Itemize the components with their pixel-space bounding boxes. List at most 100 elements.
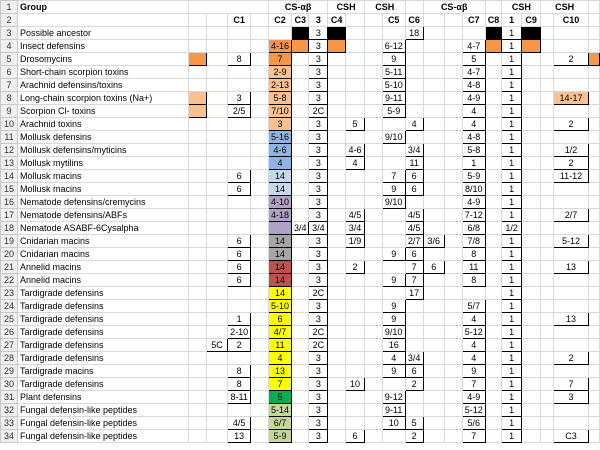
data-cell[interactable] — [381, 208, 406, 222]
data-cell[interactable] — [520, 130, 542, 144]
data-cell[interactable] — [520, 247, 542, 261]
data-cell[interactable] — [484, 104, 503, 118]
data-cell[interactable]: 2 — [553, 351, 589, 365]
group-cell[interactable]: Annelid macins — [16, 260, 190, 274]
data-cell[interactable] — [327, 429, 347, 443]
data-cell[interactable] — [250, 169, 269, 183]
data-cell[interactable] — [484, 156, 503, 170]
data-cell[interactable] — [250, 195, 269, 209]
data-cell[interactable] — [540, 364, 555, 378]
data-cell[interactable]: 3 — [308, 273, 329, 287]
row-number[interactable]: 8 — [0, 91, 18, 105]
data-cell[interactable]: 5-12 — [461, 325, 486, 339]
data-cell[interactable] — [443, 169, 463, 183]
data-cell[interactable]: 13 — [553, 260, 589, 274]
data-cell[interactable] — [363, 338, 383, 352]
data-cell[interactable] — [205, 429, 229, 443]
data-cell[interactable]: 5/7 — [461, 299, 486, 313]
data-cell[interactable]: 3/4 — [404, 351, 424, 365]
data-cell[interactable]: 5 — [267, 390, 292, 404]
data-cell[interactable]: 2 — [404, 429, 424, 443]
group-cell[interactable]: Drosomycins — [16, 52, 190, 66]
data-cell[interactable] — [188, 390, 207, 404]
data-cell[interactable] — [484, 130, 503, 144]
data-cell[interactable] — [188, 403, 207, 417]
data-cell[interactable]: 9/10 — [381, 325, 406, 339]
data-cell[interactable] — [363, 273, 383, 287]
data-cell[interactable]: 1 — [501, 299, 522, 313]
data-cell[interactable]: 11 — [404, 156, 424, 170]
data-cell[interactable]: 6 — [227, 234, 252, 248]
group-cell[interactable]: Possible ancestor — [16, 26, 190, 40]
data-cell[interactable]: 7/8 — [461, 234, 486, 248]
data-cell[interactable] — [484, 390, 503, 404]
data-cell[interactable]: 5-8 — [461, 143, 486, 157]
row-number[interactable]: 26 — [0, 325, 18, 339]
data-cell[interactable] — [205, 377, 229, 391]
data-cell[interactable] — [443, 403, 463, 417]
data-cell[interactable] — [587, 26, 600, 40]
data-cell[interactable] — [484, 377, 503, 391]
data-cell[interactable]: 6 — [227, 247, 252, 261]
header-cell[interactable] — [443, 13, 463, 27]
data-cell[interactable] — [290, 208, 310, 222]
data-cell[interactable] — [553, 221, 589, 235]
data-cell[interactable] — [205, 325, 229, 339]
data-cell[interactable] — [381, 221, 406, 235]
data-cell[interactable] — [363, 65, 383, 79]
data-cell[interactable] — [205, 117, 229, 131]
group-cell[interactable]: Tardigrade defensins — [16, 377, 190, 391]
data-cell[interactable] — [443, 286, 463, 300]
data-cell[interactable] — [188, 39, 207, 53]
data-cell[interactable] — [205, 26, 229, 40]
data-cell[interactable]: 5 — [345, 117, 365, 131]
data-cell[interactable] — [267, 221, 292, 235]
data-cell[interactable] — [443, 338, 463, 352]
data-cell[interactable]: 1 — [501, 130, 522, 144]
data-cell[interactable] — [363, 377, 383, 391]
data-cell[interactable] — [205, 130, 229, 144]
row-number[interactable]: 25 — [0, 312, 18, 326]
data-cell[interactable]: 2 — [553, 117, 589, 131]
data-cell[interactable] — [443, 377, 463, 391]
data-cell[interactable] — [520, 312, 542, 326]
header-cs-ab-2[interactable]: CS-αβ — [422, 0, 486, 14]
group-cell[interactable]: Mollusk macins — [16, 182, 190, 196]
group-cell[interactable]: Tardigrade defensins — [16, 351, 190, 365]
data-cell[interactable] — [205, 169, 229, 183]
row-number[interactable]: 22 — [0, 273, 18, 287]
data-cell[interactable] — [587, 143, 600, 157]
data-cell[interactable] — [205, 273, 229, 287]
data-cell[interactable]: 9 — [381, 182, 406, 196]
data-cell[interactable] — [227, 195, 252, 209]
data-cell[interactable]: 1/9 — [345, 234, 365, 248]
data-cell[interactable] — [345, 299, 365, 313]
data-cell[interactable]: 3/4 — [290, 221, 310, 235]
data-cell[interactable] — [290, 260, 310, 274]
data-cell[interactable]: 3 — [308, 247, 329, 261]
data-cell[interactable]: 6 — [227, 260, 252, 274]
data-cell[interactable] — [484, 221, 503, 235]
data-cell[interactable]: 1 — [501, 416, 522, 430]
data-cell[interactable]: 1 — [501, 273, 522, 287]
data-cell[interactable] — [540, 78, 555, 92]
data-cell[interactable] — [422, 65, 445, 79]
data-cell[interactable]: 3/6 — [422, 234, 445, 248]
data-cell[interactable] — [205, 208, 229, 222]
data-cell[interactable] — [327, 156, 347, 170]
data-cell[interactable] — [290, 104, 310, 118]
data-cell[interactable] — [540, 351, 555, 365]
data-cell[interactable] — [345, 273, 365, 287]
data-cell[interactable]: 14 — [267, 286, 292, 300]
data-cell[interactable] — [327, 130, 347, 144]
data-cell[interactable] — [188, 143, 207, 157]
data-cell[interactable]: 4-8 — [461, 78, 486, 92]
data-cell[interactable] — [404, 299, 424, 313]
data-cell[interactable]: 5-9 — [267, 429, 292, 443]
data-cell[interactable] — [290, 65, 310, 79]
data-cell[interactable]: 14 — [267, 169, 292, 183]
group-cell[interactable]: Arachnid toxins — [16, 117, 190, 131]
data-cell[interactable]: 5 — [404, 416, 424, 430]
data-cell[interactable] — [553, 26, 589, 40]
data-cell[interactable]: 5 — [461, 52, 486, 66]
